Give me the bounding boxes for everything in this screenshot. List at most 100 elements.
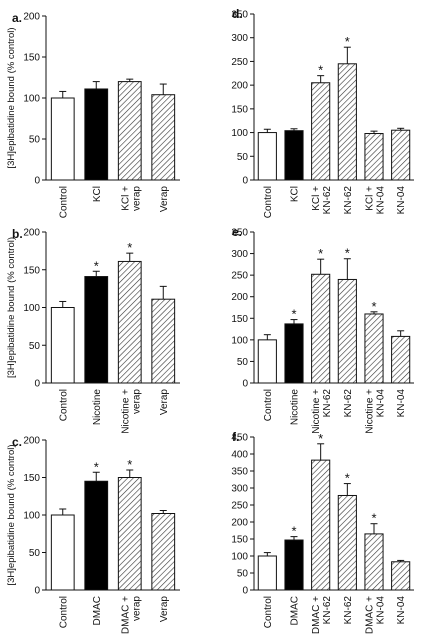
y-tick-label: 50: [237, 569, 249, 580]
bar: [117, 477, 142, 591]
y-tick-label: 200: [23, 12, 40, 23]
y-tick-label: 300: [231, 33, 248, 44]
bar: [84, 88, 109, 181]
chart-panel-6: f. 0 50 100 150 200 250 300 350 400 450 Control * DMA…: [231, 430, 414, 634]
bar: [84, 276, 109, 384]
bar: [311, 459, 331, 591]
bar: [391, 561, 411, 591]
panel-label: e.: [232, 225, 242, 239]
category-label: DMAC +KN-62: [311, 596, 333, 634]
bar: [257, 555, 277, 591]
bar: [151, 298, 176, 384]
y-tick-label: 200: [23, 228, 40, 239]
significance-marker: *: [127, 240, 132, 255]
category-label: Control: [263, 186, 274, 218]
category-label: Nicotine +KN-04: [365, 389, 387, 434]
chart-panel-4: e. 0 50 100 150 200 250 300 350 Control * Nicotine *…: [231, 225, 414, 434]
bar: [311, 273, 331, 384]
y-tick-label: 0: [242, 176, 248, 187]
y-tick-label: 150: [23, 265, 40, 276]
bar: [151, 513, 176, 591]
significance-marker: *: [371, 299, 376, 314]
bar: [391, 129, 411, 181]
bar: [117, 260, 142, 384]
y-tick-label: 200: [231, 81, 248, 92]
category-label: Control: [58, 389, 69, 421]
y-tick-label: 300: [231, 249, 248, 260]
category-label: Nicotine: [290, 389, 301, 426]
category-label: KN-04: [396, 186, 407, 215]
significance-marker: *: [318, 246, 323, 261]
bar: [337, 278, 357, 384]
bar: [257, 339, 277, 384]
chart-panel-2: d. 0 50 100 150 200 250 300 350 Control KCl * KCl +K…: [231, 7, 414, 218]
y-axis-label: [3H]epibatidine bound (% control): [6, 237, 17, 378]
significance-marker: *: [291, 524, 296, 539]
panel-label: a.: [12, 11, 22, 25]
y-tick-label: 300: [231, 484, 248, 495]
category-label: Verap: [159, 389, 170, 416]
y-tick-label: 100: [231, 552, 248, 563]
category-label: KN-04: [396, 596, 407, 625]
bar: [284, 539, 304, 591]
category-label: Control: [263, 596, 274, 628]
bar: [337, 63, 357, 181]
bar: [284, 130, 304, 181]
panel-label: d.: [232, 7, 243, 21]
category-label: DMAC: [92, 596, 103, 625]
chart-panel-5: c.[3H]epibatidine bound (% control) 0 50 10…: [6, 435, 180, 634]
category-label: Verap: [159, 596, 170, 623]
y-tick-label: 100: [231, 335, 248, 346]
significance-marker: *: [345, 246, 350, 261]
bar: [84, 480, 109, 591]
y-axis-label: [3H]epibatidine bound (% control): [6, 444, 17, 585]
bar: [50, 514, 75, 591]
bar: [391, 335, 411, 384]
y-tick-label: 250: [231, 501, 248, 512]
significance-marker: *: [318, 431, 323, 446]
y-tick-label: 100: [23, 94, 40, 105]
y-tick-label: 350: [231, 467, 248, 478]
y-tick-label: 400: [231, 450, 248, 461]
y-tick-label: 50: [29, 341, 41, 352]
chart-panel-3: b.[3H]epibatidine bound (% control) 0 50 10…: [6, 227, 180, 434]
category-label: DMAC: [290, 596, 301, 625]
y-tick-label: 150: [231, 535, 248, 546]
y-tick-label: 100: [231, 128, 248, 139]
y-tick-label: 200: [231, 292, 248, 303]
bar: [151, 94, 176, 181]
significance-marker: *: [371, 511, 376, 526]
panel-label: b.: [12, 227, 23, 241]
y-tick-label: 150: [231, 104, 248, 115]
bar: [50, 307, 75, 384]
y-tick-label: 200: [23, 436, 40, 447]
bar: [337, 494, 357, 591]
y-tick-label: 0: [34, 586, 40, 597]
y-tick-label: 50: [237, 152, 249, 163]
category-label: Control: [58, 596, 69, 628]
category-label: Nicotine +verap: [120, 389, 142, 434]
y-tick-label: 250: [231, 57, 248, 68]
category-label: Nicotine +KN-62: [311, 389, 333, 434]
category-label: Nicotine: [92, 389, 103, 426]
bar: [364, 313, 384, 384]
y-tick-label: 100: [23, 511, 40, 522]
y-tick-label: 450: [231, 433, 248, 444]
category-label: Control: [263, 389, 274, 421]
bar: [364, 533, 384, 591]
y-tick-label: 250: [231, 271, 248, 282]
y-tick-label: 150: [231, 314, 248, 325]
category-label: KN-04: [396, 389, 407, 418]
bar: [284, 323, 304, 384]
y-tick-label: 50: [29, 548, 41, 559]
bar: [117, 81, 142, 181]
y-tick-label: 150: [23, 473, 40, 484]
category-label: DMAC +verap: [120, 596, 142, 635]
category-label: KCl +KN-04: [365, 186, 387, 215]
significance-marker: *: [127, 457, 132, 472]
y-axis-label: [3H]epibatidine bound (% control): [6, 27, 17, 168]
y-tick-label: 0: [34, 176, 40, 187]
category-label: KN-62: [343, 186, 354, 215]
y-tick-label: 0: [242, 586, 248, 597]
